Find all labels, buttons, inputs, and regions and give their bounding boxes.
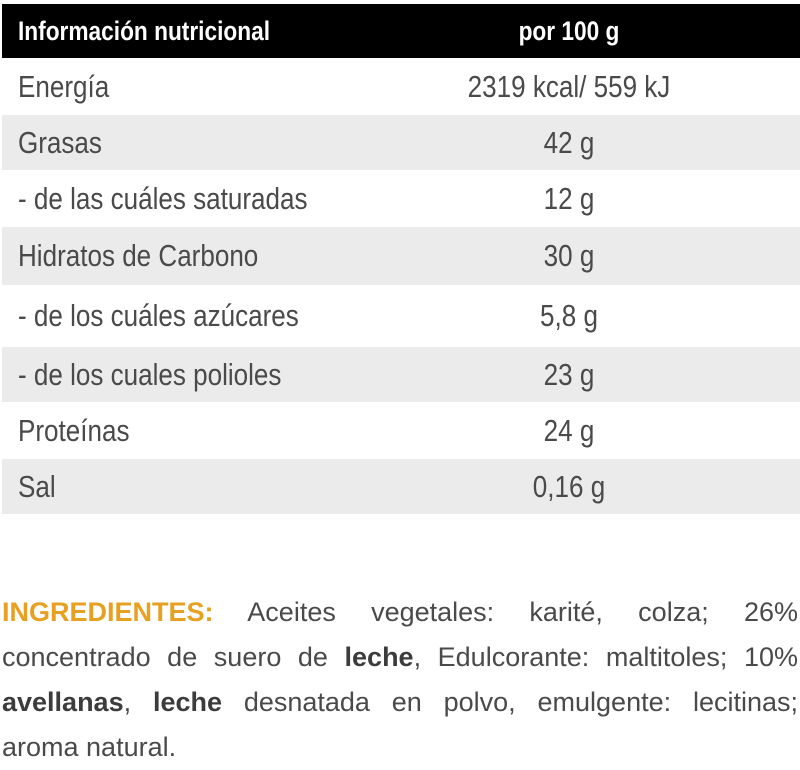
ingredients-line: avellanas, leche desnatada en polvo, emu… xyxy=(2,680,798,725)
row-label: Sal xyxy=(18,468,56,504)
row-value: 0,16 g xyxy=(532,468,606,504)
ingredients-line: INGREDIENTES: Aceites vegetales: karité,… xyxy=(2,590,798,635)
table-row-sal: Sal 0,16 g xyxy=(2,459,800,514)
row-label: Hidratos de Carbono xyxy=(18,238,259,273)
table-header: Información nutricional por 100 g xyxy=(2,4,800,58)
ingredients-text: concentrado de suero de xyxy=(2,642,345,672)
row-label: Proteínas xyxy=(18,412,130,448)
ingredients-heading: INGREDIENTES: xyxy=(2,597,214,627)
table-row-azucares: - de los cuáles azúcares 5,8 g xyxy=(2,285,800,347)
table-row-grasas: Grasas 42 g xyxy=(2,115,800,170)
row-value: 5,8 g xyxy=(540,298,598,333)
allergen-text: leche xyxy=(344,642,414,672)
header-value: por 100 g xyxy=(518,15,620,46)
row-value: 2319 kcal/ 559 kJ xyxy=(467,68,671,104)
row-value: 23 g xyxy=(543,356,595,392)
table-row-proteinas: Proteínas 24 g xyxy=(2,402,800,459)
table-row-hidratos: Hidratos de Carbono 30 g xyxy=(2,227,800,285)
row-label: Energía xyxy=(18,68,110,104)
nutrition-table: Información nutricional por 100 g Energí… xyxy=(2,4,800,514)
allergen-text: avellanas xyxy=(2,687,124,717)
row-value: 12 g xyxy=(543,180,595,216)
table-row-polioles: - de los cuales polioles 23 g xyxy=(2,347,800,402)
ingredients-text: , xyxy=(123,687,153,717)
row-label: - de las cuáles saturadas xyxy=(18,180,308,216)
allergen-text: leche xyxy=(152,687,222,717)
row-value: 24 g xyxy=(543,412,595,448)
ingredients-paragraph: INGREDIENTES: Aceites vegetales: karité,… xyxy=(2,590,798,770)
ingredients-line: concentrado de suero de leche, Edulcoran… xyxy=(2,635,798,680)
table-row-saturadas: - de las cuáles saturadas 12 g xyxy=(2,170,800,227)
header-label: Información nutricional xyxy=(18,15,271,46)
row-value: 30 g xyxy=(543,238,595,273)
ingredients-text: Aceites vegetales: karité, colza; 26% xyxy=(247,597,798,627)
row-label: - de los cuáles azúcares xyxy=(18,298,299,333)
table-row-energia: Energía 2319 kcal/ 559 kJ xyxy=(2,58,800,115)
row-value: 42 g xyxy=(543,124,595,160)
ingredients-text: aroma natural. xyxy=(2,732,177,762)
ingredients-text: , Edulcorante: maltitoles; 10% xyxy=(413,642,798,672)
row-label: - de los cuales polioles xyxy=(18,356,282,392)
ingredients-text: desnatada en polvo, emulgente: lecitinas… xyxy=(221,687,798,717)
row-label: Grasas xyxy=(18,124,102,160)
ingredients-line: aroma natural. xyxy=(2,725,798,770)
